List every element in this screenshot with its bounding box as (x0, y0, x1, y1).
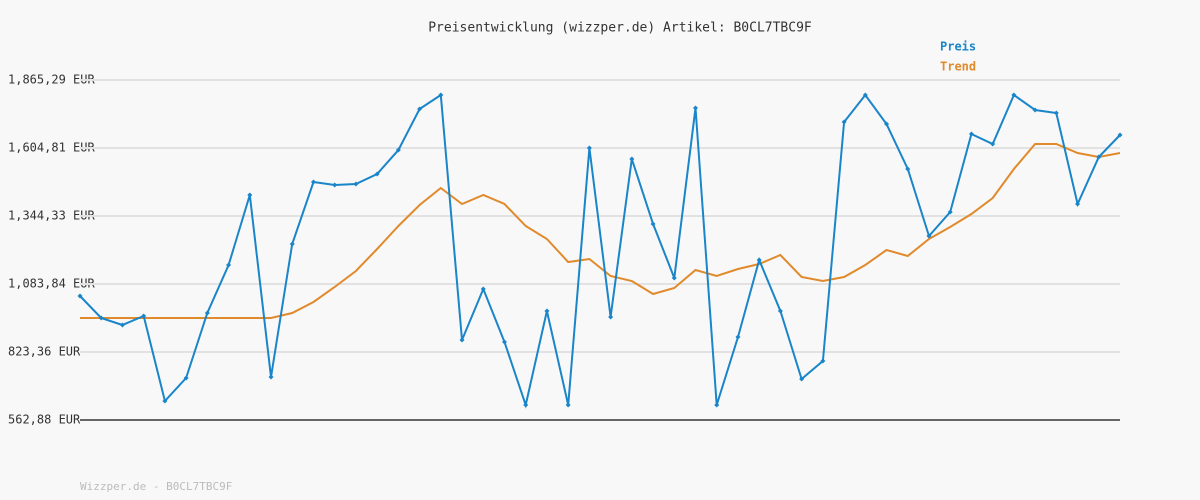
point-marker (735, 334, 741, 340)
point-marker (990, 141, 996, 147)
point-marker (417, 106, 423, 112)
point-marker (226, 262, 232, 268)
point-marker (905, 166, 911, 172)
point-marker (480, 286, 486, 292)
point-marker (204, 310, 210, 316)
point-marker (353, 181, 359, 187)
point-marker (926, 233, 932, 239)
point-marker (947, 209, 953, 215)
point-marker (119, 322, 125, 328)
point-marker (608, 314, 614, 320)
point-marker (332, 182, 338, 188)
point-marker (523, 402, 529, 408)
point-marker (884, 121, 890, 127)
y-tick-label: 562,88 EUR (8, 413, 81, 427)
chart-title: Preisentwicklung (wizzper.de) Artikel: B… (428, 21, 812, 36)
point-marker (841, 119, 847, 125)
y-tick-label: 1,604,81 EUR (8, 140, 95, 154)
point-marker (438, 92, 444, 98)
point-marker (629, 156, 635, 162)
point-marker (799, 376, 805, 382)
point-marker (310, 179, 316, 185)
point-marker (141, 313, 147, 319)
point-marker (98, 315, 104, 321)
point-marker (395, 147, 401, 153)
legend-label: Preis (940, 40, 976, 54)
footer: Wizzper.de - B0CL7TBC9F (80, 480, 232, 493)
point-marker (77, 293, 83, 299)
point-marker (289, 241, 295, 247)
point-marker (183, 375, 189, 381)
point-marker (862, 92, 868, 98)
point-marker (162, 398, 168, 404)
y-tick-label: 1,083,84 EUR (8, 277, 95, 291)
point-marker (820, 358, 826, 364)
point-marker (247, 192, 253, 198)
y-tick-label: 823,36 EUR (8, 345, 81, 359)
point-marker (671, 275, 677, 281)
point-marker (501, 339, 507, 345)
point-marker (693, 105, 699, 111)
point-marker (586, 145, 592, 151)
point-marker (268, 374, 274, 380)
point-marker (1011, 92, 1017, 98)
point-marker (756, 257, 762, 263)
point-marker (968, 131, 974, 137)
y-tick-label: 1,865,29 EUR (8, 73, 95, 87)
point-marker (1117, 132, 1123, 138)
legend-label: Trend (940, 60, 976, 74)
series-line (79, 93, 1121, 409)
point-marker (1032, 107, 1038, 113)
series-line (80, 143, 1121, 319)
point-marker (777, 308, 783, 314)
point-marker (374, 171, 380, 177)
point-marker (650, 221, 656, 227)
point-marker (714, 402, 720, 408)
point-marker (1096, 154, 1102, 160)
point-marker (459, 337, 465, 343)
point-marker (565, 402, 571, 408)
point-marker (1053, 110, 1059, 116)
point-marker (1075, 201, 1081, 207)
point-marker (544, 308, 550, 314)
y-tick-label: 1,344,33 EUR (8, 208, 95, 222)
